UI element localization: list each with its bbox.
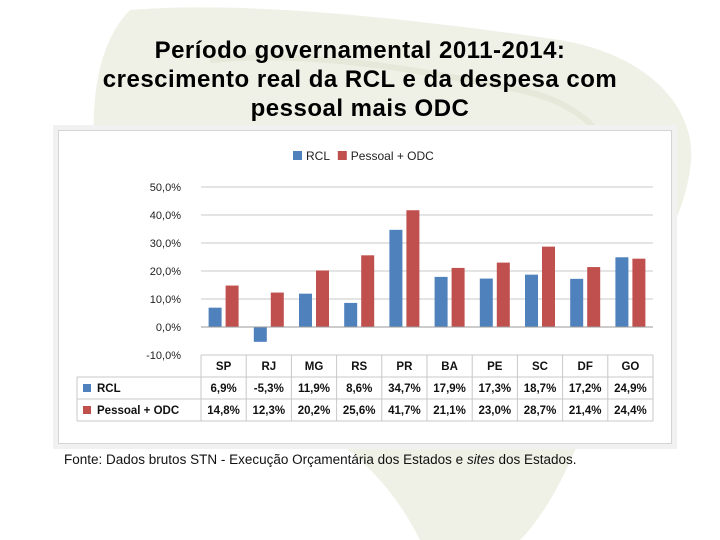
bar-rcl <box>525 274 538 327</box>
source-note: Fonte: Dados brutos STN - Execução Orçam… <box>64 452 577 467</box>
table-value: 23,0% <box>478 405 511 417</box>
table-value: 25,6% <box>343 405 376 417</box>
bar-pessoal-odc <box>361 255 375 327</box>
x-category-label: SC <box>532 361 548 373</box>
table-legend-key <box>83 384 91 392</box>
y-tick-label: 50,0% <box>150 182 181 194</box>
bar-rcl <box>344 302 358 327</box>
bar-pessoal-odc <box>632 258 646 327</box>
legend-label: RCL <box>306 149 330 163</box>
table-value: 17,3% <box>478 383 511 395</box>
table-value: 14,8% <box>207 405 240 417</box>
table-value: 11,9% <box>298 383 330 395</box>
bar-pessoal-odc <box>270 292 284 327</box>
table-value: 17,9% <box>433 383 466 395</box>
bar-pessoal-odc <box>496 262 510 327</box>
chart-panel: 50,0% 40,0% 30,0% 20,0% 10,0% 0,0% -10,0% 6,9% 1… <box>58 130 672 444</box>
bar-pessoal-odc <box>542 246 555 327</box>
table-value: 21,1% <box>433 405 466 417</box>
table-value: 12,3% <box>252 405 285 417</box>
slide-title-line: crescimento real da RCL e da despesa com <box>102 66 618 93</box>
bar-rcl <box>253 327 267 342</box>
table-value: 8,6% <box>346 383 372 395</box>
bar-chart: 50,0% 40,0% 30,0% 20,0% 10,0% 0,0% -10,0% 6,9% 1… <box>76 149 654 422</box>
y-tick-label: -10,0% <box>146 350 181 362</box>
bar-rcl <box>389 229 403 327</box>
bar-rcl <box>299 293 312 327</box>
slide-title: Período governamental 2011-2014: crescim… <box>0 36 720 123</box>
table-value: 24,9% <box>614 383 647 395</box>
x-category-label: PE <box>487 361 503 373</box>
y-tick-label: 20,0% <box>150 266 181 278</box>
x-category-label: SP <box>216 361 232 373</box>
table-value: 21,4% <box>569 405 602 417</box>
bar-rcl <box>615 257 629 327</box>
y-tick-label: 0,0% <box>156 322 181 334</box>
y-tick-label: 40,0% <box>150 210 181 222</box>
table-row-header: Pessoal + ODC <box>97 405 179 417</box>
source-text-end: dos Estados. <box>494 452 577 467</box>
bar-pessoal-odc <box>587 267 601 327</box>
bar-rcl <box>434 276 448 327</box>
table-value: 6,9% <box>210 383 236 395</box>
y-tick-label: 10,0% <box>150 294 181 306</box>
table-value: 20,2% <box>298 405 331 417</box>
bar-pessoal-odc <box>316 270 329 327</box>
bar-rcl <box>570 278 584 327</box>
x-category-label: DF <box>578 361 593 373</box>
table-value: 17,2% <box>569 383 602 395</box>
legend-key-rcl <box>293 151 302 160</box>
legend-label: Pessoal + ODC <box>351 149 434 163</box>
x-category-label: BA <box>441 361 458 373</box>
source-text: Fonte: Dados brutos STN - Execução Orçam… <box>64 452 467 467</box>
bar-pessoal-odc <box>451 267 465 327</box>
x-category-label: MG <box>305 361 324 373</box>
table-value: 28,7% <box>524 405 557 417</box>
bar-pessoal-odc <box>225 285 239 327</box>
slide-title-line: pessoal mais ODC <box>250 95 470 122</box>
y-tick-label: 30,0% <box>150 238 181 250</box>
table-legend-key <box>83 406 91 414</box>
slide-title-line: Período governamental 2011-2014: <box>154 37 566 64</box>
source-italic-word: sites <box>466 452 495 467</box>
table-value: 41,7% <box>388 405 421 417</box>
table-value: -5,3% <box>254 383 284 395</box>
bar-rcl <box>479 278 493 327</box>
bar-rcl <box>208 307 222 327</box>
table-row-header: RCL <box>97 383 121 395</box>
table-value: 34,7% <box>388 383 421 395</box>
x-category-label: PR <box>396 361 413 373</box>
x-category-label: RS <box>351 361 367 373</box>
table-value: 24,4% <box>614 405 647 417</box>
legend-key-pessoal-odc <box>337 151 347 160</box>
x-category-label: RJ <box>261 361 276 373</box>
bar-pessoal-odc <box>406 210 420 327</box>
x-category-label: GO <box>621 361 639 373</box>
table-value: 18,7% <box>524 383 557 395</box>
